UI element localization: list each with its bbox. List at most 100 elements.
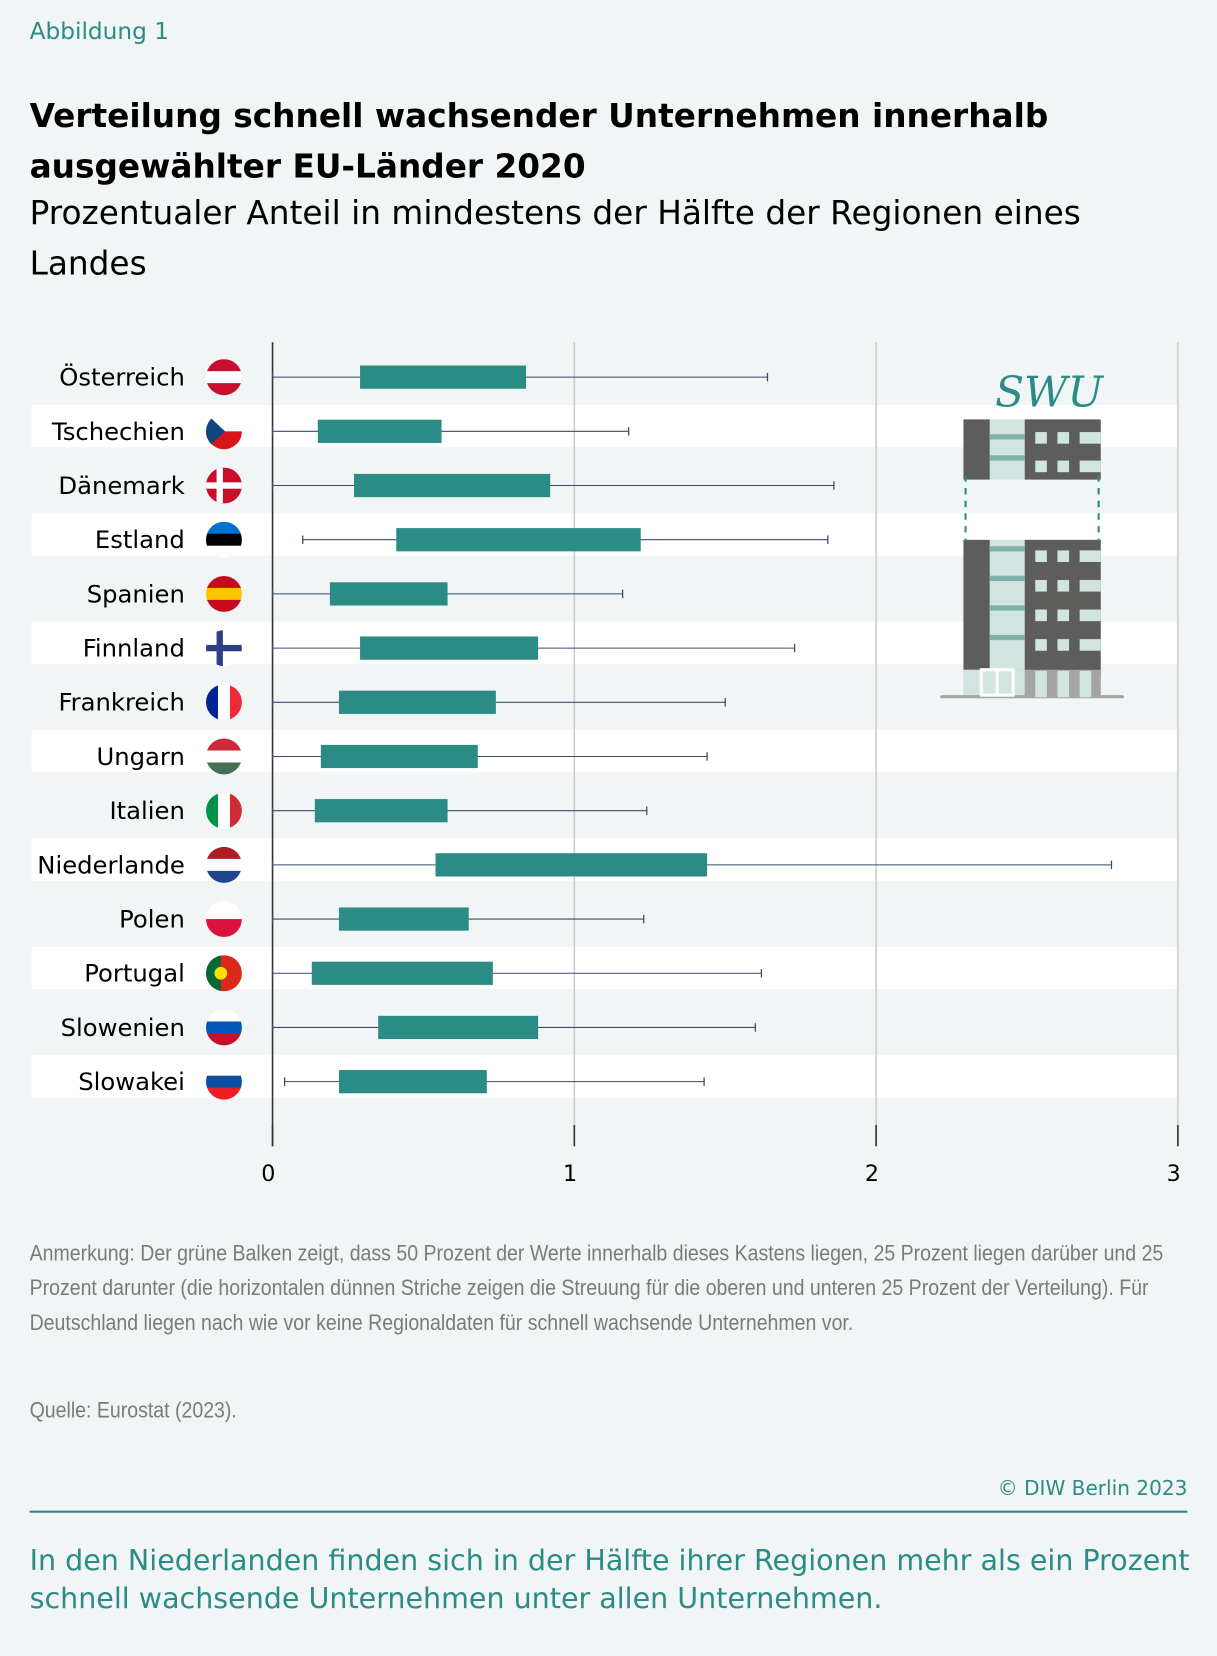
logo-part (1035, 670, 1047, 698)
flag-body (205, 846, 242, 883)
flag-icon-es (205, 575, 242, 612)
flag-body (205, 792, 242, 829)
flag-body (205, 359, 242, 396)
takeaway: In den Niederlanden finden sich in der H… (29, 1544, 1190, 1616)
category-label: Tschechien (51, 417, 185, 446)
iqr-box (320, 744, 478, 769)
flag-stripe (205, 359, 242, 372)
flag-cross (205, 644, 242, 652)
logo-window (1057, 609, 1070, 622)
category-label: Spanien (87, 579, 185, 608)
category-label: Finnland (83, 634, 185, 663)
flag-stripe (205, 762, 242, 775)
flag-body (205, 575, 242, 612)
flag-icon-fr (205, 684, 242, 721)
flag-stripe (205, 383, 242, 396)
flag-body (205, 1009, 242, 1046)
flag-body (205, 467, 242, 504)
flag-icon-hu (205, 738, 242, 775)
flag-icon-pt (205, 955, 242, 992)
flag-stripe (205, 599, 242, 612)
category-label: Portugal (84, 959, 185, 988)
iqr-box (354, 473, 551, 498)
flag-stripe (205, 545, 242, 558)
iqr-box (360, 365, 527, 389)
logo-window (1057, 639, 1070, 651)
logo-window (1079, 432, 1101, 444)
category-label: Niederlande (37, 850, 185, 879)
flag-body (205, 738, 242, 775)
logo-part (989, 455, 1025, 461)
row-band (31, 946, 1178, 990)
chart-title: Verteilung schnell wachsender Unternehme… (29, 97, 1049, 186)
swu-logo: SWU (940, 368, 1125, 699)
flag-stripe (205, 587, 242, 601)
flag-stripe (205, 1063, 242, 1077)
flag-icon-at (205, 359, 242, 396)
logo-part (963, 539, 990, 678)
flag-stripe (205, 521, 242, 535)
flag-icon-it (205, 792, 242, 829)
flag-icon-sk (205, 1063, 242, 1100)
flag-icon-cz (205, 413, 242, 450)
flag-icon-nl (205, 846, 242, 883)
flag-icon-dk (205, 467, 242, 504)
flag-icon-si (205, 1009, 242, 1046)
logo-part (989, 434, 1025, 440)
flag-stripe (205, 1009, 242, 1022)
logo-window (1079, 579, 1101, 592)
flag-stripe (205, 792, 219, 829)
category-label: Italien (109, 796, 184, 825)
iqr-box (360, 636, 539, 660)
logo-part (989, 634, 1025, 641)
x-tick-label: 2 (865, 1161, 879, 1187)
flag-stripe (229, 792, 242, 829)
flag-stripe (205, 901, 242, 920)
iqr-box (329, 582, 448, 606)
copyright: © DIW Berlin 2023 (997, 1476, 1188, 1501)
flag-stripe (205, 870, 242, 883)
iqr-box (338, 690, 496, 714)
logo-ground (940, 695, 1125, 699)
logo-window (1057, 579, 1070, 592)
category-label: Österreich (59, 363, 185, 392)
logo-window (1079, 460, 1101, 473)
logo-window (1035, 550, 1047, 563)
logo-window (1079, 609, 1101, 622)
flag-stripe (205, 846, 242, 860)
flag-stripe (217, 792, 231, 829)
flag-icon-fi (205, 630, 242, 667)
flag-stripe (205, 738, 242, 752)
flag-icon-pl (205, 901, 242, 938)
logo-window (1035, 639, 1047, 651)
source: Quelle: Eurostat (2023). (29, 1398, 237, 1423)
x-tick-label: 3 (1167, 1161, 1181, 1187)
x-tick-label: 1 (563, 1161, 577, 1187)
flag-emblem (214, 966, 228, 980)
iqr-box (435, 853, 708, 877)
iqr-box (396, 528, 641, 552)
divider (29, 1510, 1188, 1513)
boxplot-chart: 0 1 2 3 SWU Österreich Tschechien Dänemark Estla… (31, 342, 1181, 1187)
flag-stripe (205, 371, 242, 384)
flag-body (205, 955, 242, 992)
logo-part (989, 546, 1025, 552)
logo-part (989, 605, 1025, 611)
category-label: Estland (95, 525, 185, 554)
logo-window (1035, 609, 1047, 622)
flag-body (205, 684, 242, 721)
flag-stripe (229, 684, 242, 721)
flag-stripe (205, 533, 242, 547)
category-label: Frankreich (58, 688, 184, 717)
logo-part (1057, 670, 1070, 698)
logo-window (1057, 550, 1070, 563)
logo-part (1079, 670, 1092, 698)
chart-subtitle: Prozentualer Anteil in mindestens der Hä… (29, 194, 1081, 284)
flag-body (205, 630, 242, 667)
flag-triangle (205, 413, 226, 450)
iqr-box (317, 419, 442, 443)
flag-body (205, 901, 242, 938)
logo-part (989, 575, 1025, 582)
logo-window (1035, 579, 1047, 592)
x-tick-label: 0 (261, 1161, 275, 1187)
